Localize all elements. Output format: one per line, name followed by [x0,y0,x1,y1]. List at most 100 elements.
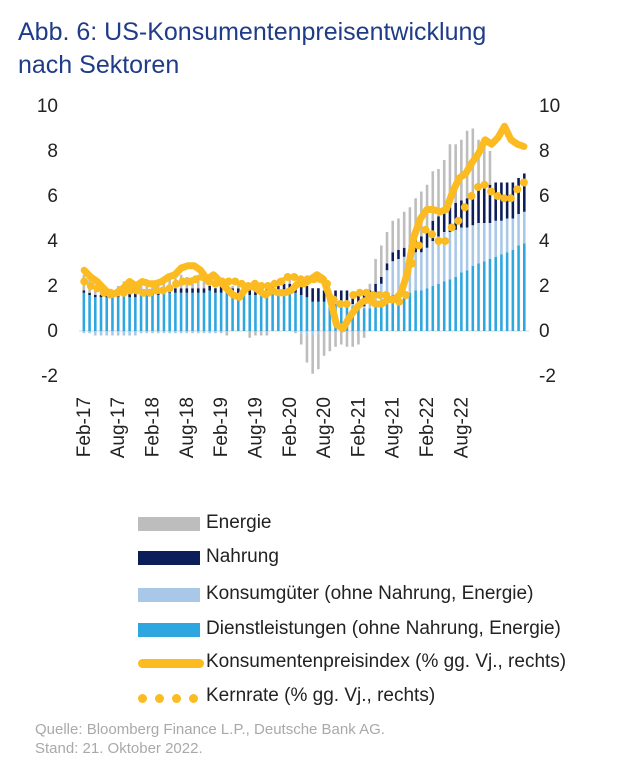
bar-dienstleistungen [328,304,332,331]
bar-konsumgueter [477,223,480,264]
core-rate-point [132,286,141,295]
y-left-tick-label: 8 [47,141,58,162]
y-left-tick-label: -2 [41,366,58,387]
bar-nahrung [357,292,360,304]
bar-konsumgueter [505,218,509,253]
x-tick-label: Aug-17 [108,397,129,458]
bar-konsumgueter [311,331,314,336]
bar-energie [482,146,486,187]
bar-dienstleistungen [431,286,435,331]
y-right-tick-label: 8 [539,141,550,162]
bar-konsumgueter [156,331,160,334]
core-rate-point [500,194,509,203]
core-rate-point [159,286,167,295]
bar-dienstleistungen [282,290,286,331]
bar-konsumgueter [454,229,457,277]
bar-dienstleistungen [254,295,257,331]
core-rate-point [342,300,351,308]
bar-konsumgueter [145,331,149,334]
bar-dienstleistungen [99,297,103,331]
bar-energie [305,335,309,363]
core-rate-point [244,282,253,290]
bar-energie [357,331,360,345]
core-rate-point [237,279,246,288]
bar-energie [454,144,457,203]
x-tick-label: Aug-18 [177,397,198,458]
core-rate-point [506,194,515,203]
bar-konsumgueter [174,331,177,334]
bar-dienstleistungen [202,292,206,331]
bar-konsumgueter [368,301,372,309]
core-rate-point [231,277,240,286]
core-rate-point [257,282,266,290]
bar-nahrung [391,252,395,262]
bar-dienstleistungen [494,256,497,331]
chart-plot: -2 0 2 4 6 8 10 -2 0 2 4 6 8 10 Feb-17 Aug-17 Feb-18 Aug-… [37,96,560,458]
bar-nahrung [237,288,240,295]
bar-nahrung [317,288,320,302]
bar-konsumgueter [111,331,114,336]
core-rate-point [224,277,233,286]
core-rate-point [152,286,161,295]
bar-konsumgueter [202,331,206,334]
bar-nahrung [523,173,526,212]
bar-dienstleistungen [368,308,372,331]
bar-dienstleistungen [500,254,503,331]
bar-energie [380,245,383,277]
bar-konsumgueter [420,252,423,291]
x-tick-label: Feb-21 [348,397,369,457]
bar-dienstleistungen [288,290,292,331]
bar-energie [408,207,412,246]
bar-dienstleistungen [357,306,360,331]
bar-nahrung [174,288,177,293]
core-rate-point [93,284,102,293]
core-rate-point [106,288,115,297]
legend-swatch-energie [138,517,200,531]
bar-dienstleistungen [414,290,417,331]
bar-energie [448,144,452,208]
bar-dienstleistungen [448,279,452,331]
bar-konsumgueter [362,306,366,309]
core-rate-point [474,183,482,191]
bar-dienstleistungen [454,277,457,331]
bar-energie [397,218,400,250]
bar-energie [488,151,492,185]
core-rate-point [493,192,502,200]
bar-nahrung [202,288,206,293]
bar-nahrung [437,216,440,237]
bar-nahrung [477,189,480,223]
bar-konsumgueter [511,218,515,250]
x-tick-label: Aug-21 [383,397,404,458]
core-rate-point [349,291,358,299]
bar-nahrung [397,250,400,259]
bar-dienstleistungen [294,292,297,331]
bar-konsumgueter [397,259,400,295]
core-rate-point [408,259,417,268]
bar-konsumgueter [488,223,492,259]
legend-item-cpi: Konsumentenpreisindex (% gg. Vj., rechts… [138,647,618,677]
bar-energie [168,277,171,289]
legend-item-nahrung: Nahrung [138,542,618,572]
bar-dienstleistungen [139,295,143,331]
bar-energie [385,232,389,264]
bar-konsumgueter [460,227,463,273]
bar-nahrung [488,184,492,223]
bar-dienstleistungen [168,292,171,331]
core-rate-point [264,282,272,290]
bar-nahrung [179,288,183,293]
core-rate-point [447,223,456,232]
bar-dienstleistungen [322,301,326,331]
x-tick-label: Feb-17 [74,397,95,457]
y-right-tick-label: 2 [539,276,550,297]
bar-nahrung [219,286,223,293]
bar-dienstleistungen [420,290,423,331]
core-rate-point [395,297,404,306]
bar-dienstleistungen [311,301,314,331]
bar-dienstleistungen [380,301,383,331]
bar-konsumgueter [116,331,120,336]
bar-dienstleistungen [237,295,240,331]
x-tick-label: Feb-19 [211,397,232,457]
bar-konsumgueter [151,331,154,334]
bar-konsumgueter [425,247,429,289]
y-right-tick-label: 6 [539,186,550,207]
